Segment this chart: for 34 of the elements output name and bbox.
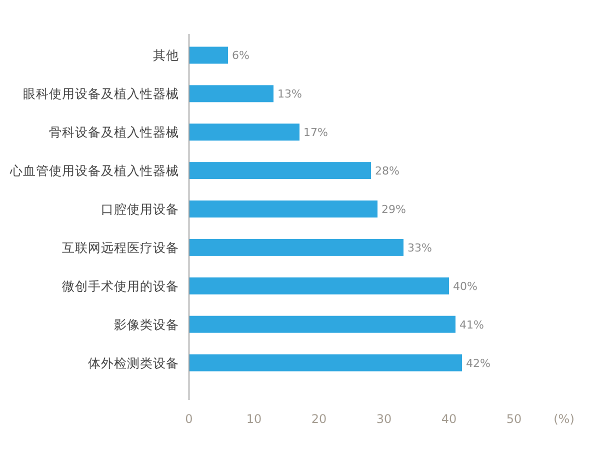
bar: [189, 124, 300, 141]
y-tick-label: 心血管使用设备及植入性器械: [9, 163, 179, 178]
y-tick-label: 微创手术使用的设备: [62, 278, 179, 294]
bar: [189, 200, 378, 218]
data-label: 40%: [453, 280, 478, 293]
data-label: 42%: [466, 356, 490, 370]
data-label: 29%: [382, 203, 406, 216]
x-axis-title: (%): [554, 412, 574, 426]
bar: [189, 238, 404, 256]
data-label: 17%: [304, 126, 328, 140]
data-label: 28%: [375, 164, 400, 178]
data-label: 41%: [460, 318, 484, 332]
bar: [189, 354, 462, 372]
x-tick-label: 30: [376, 412, 392, 426]
y-tick-label: 体外检测类设备: [88, 355, 179, 370]
bar: [189, 162, 371, 180]
y-tick-label: 互联网远程医疗设备: [62, 240, 179, 255]
x-tick-label: 20: [311, 412, 327, 426]
x-tick-label: 40: [441, 412, 457, 426]
x-tick-label: 0: [185, 412, 193, 426]
x-tick-label: 10: [246, 412, 262, 426]
y-tick-label: 骨科设备及植入性器械: [49, 124, 179, 140]
y-tick-label: 影像类设备: [114, 316, 179, 332]
bar: [189, 277, 449, 294]
data-label: 13%: [278, 88, 302, 101]
y-tick-label: 眼科使用设备及植入性器械: [23, 86, 179, 102]
y-tick-label: 其他: [153, 48, 179, 63]
bar: [189, 46, 228, 64]
data-label: 6%: [232, 49, 250, 62]
x-tick-label: 50: [506, 412, 522, 426]
bar: [189, 316, 456, 333]
bar: [189, 85, 274, 102]
data-label: 33%: [408, 241, 432, 254]
y-tick-label: 口腔使用设备: [101, 202, 179, 216]
